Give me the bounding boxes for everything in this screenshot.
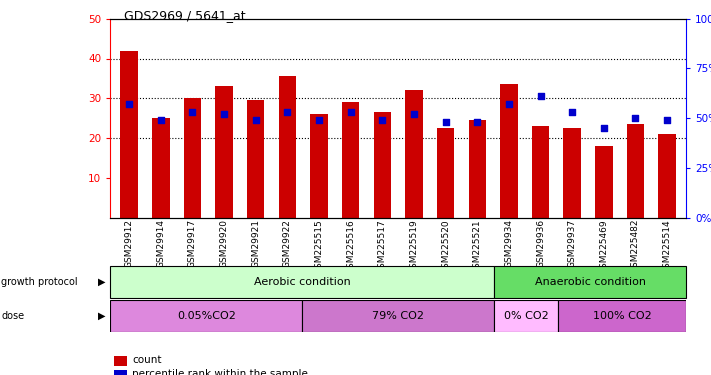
Point bbox=[661, 117, 673, 123]
Text: ▶: ▶ bbox=[97, 311, 105, 321]
Bar bbox=[342, 102, 359, 218]
Point bbox=[471, 119, 483, 125]
Point bbox=[535, 93, 546, 99]
Text: 0.05%CO2: 0.05%CO2 bbox=[177, 311, 235, 321]
Text: 79% CO2: 79% CO2 bbox=[372, 311, 424, 321]
Bar bbox=[437, 128, 454, 217]
Bar bbox=[405, 90, 422, 218]
Bar bbox=[247, 100, 264, 218]
Bar bbox=[501, 84, 518, 218]
Point bbox=[440, 119, 451, 125]
Text: percentile rank within the sample: percentile rank within the sample bbox=[132, 369, 308, 375]
Bar bbox=[494, 300, 558, 332]
Text: 0% CO2: 0% CO2 bbox=[504, 311, 548, 321]
Bar bbox=[494, 266, 686, 298]
Point bbox=[345, 109, 356, 115]
Point bbox=[408, 111, 419, 117]
Bar bbox=[374, 112, 391, 218]
Point bbox=[124, 101, 135, 107]
Bar bbox=[469, 120, 486, 218]
Bar bbox=[558, 300, 686, 332]
Bar bbox=[183, 98, 201, 218]
Text: dose: dose bbox=[1, 311, 25, 321]
Bar bbox=[279, 76, 296, 218]
Point bbox=[598, 125, 609, 131]
Point bbox=[218, 111, 230, 117]
Point bbox=[282, 109, 293, 115]
Bar bbox=[120, 51, 138, 217]
Bar bbox=[310, 114, 328, 218]
Point bbox=[187, 109, 198, 115]
Point bbox=[377, 117, 388, 123]
Text: growth protocol: growth protocol bbox=[1, 277, 78, 287]
Bar bbox=[152, 118, 169, 218]
Bar bbox=[564, 128, 581, 217]
Text: count: count bbox=[132, 355, 161, 365]
Bar bbox=[110, 266, 494, 298]
Bar bbox=[658, 134, 676, 218]
Point bbox=[567, 109, 578, 115]
Bar bbox=[215, 86, 232, 218]
Point bbox=[250, 117, 262, 123]
Point bbox=[630, 115, 641, 121]
Point bbox=[155, 117, 166, 123]
Text: Aerobic condition: Aerobic condition bbox=[254, 277, 351, 287]
Text: ▶: ▶ bbox=[97, 277, 105, 287]
Bar bbox=[110, 300, 302, 332]
Bar bbox=[595, 146, 613, 218]
Text: 100% CO2: 100% CO2 bbox=[593, 311, 651, 321]
Text: Anaerobic condition: Anaerobic condition bbox=[535, 277, 646, 287]
Bar bbox=[302, 300, 494, 332]
Text: GDS2969 / 5641_at: GDS2969 / 5641_at bbox=[124, 9, 246, 22]
Point bbox=[314, 117, 325, 123]
Point bbox=[503, 101, 515, 107]
Bar bbox=[532, 126, 550, 218]
Bar bbox=[627, 124, 644, 218]
